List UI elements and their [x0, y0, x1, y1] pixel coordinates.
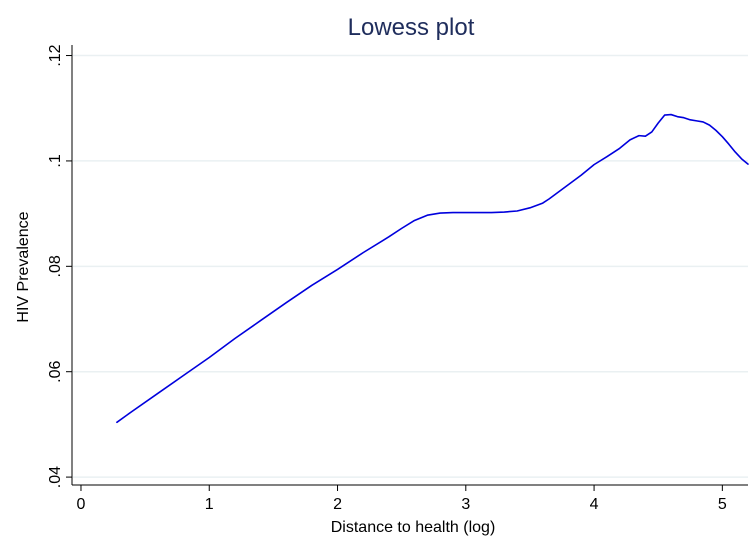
x-tick-label: 5 — [718, 496, 727, 513]
chart-title: Lowess plot — [348, 14, 475, 41]
y-tick-label: .1 — [47, 154, 64, 167]
x-tick-label: 4 — [590, 496, 599, 513]
y-tick-label: .08 — [47, 255, 64, 277]
x-tick-label: 2 — [333, 496, 342, 513]
x-tick-label: 1 — [205, 496, 214, 513]
y-tick-label: .12 — [47, 44, 64, 66]
x-tick-label: 3 — [461, 496, 470, 513]
x-tick-label: 0 — [77, 496, 86, 513]
tick-marks: 0 1 2 3 4 5 .04 .06 .08 .1 .12 — [47, 44, 727, 513]
y-tick-label: .06 — [47, 360, 64, 382]
axes — [72, 45, 748, 485]
y-axis-title: HIV Prevalence — [15, 211, 32, 322]
x-axis-title: Distance to health (log) — [331, 519, 496, 536]
y-tick-label: .04 — [47, 466, 64, 488]
gridlines — [73, 56, 748, 478]
